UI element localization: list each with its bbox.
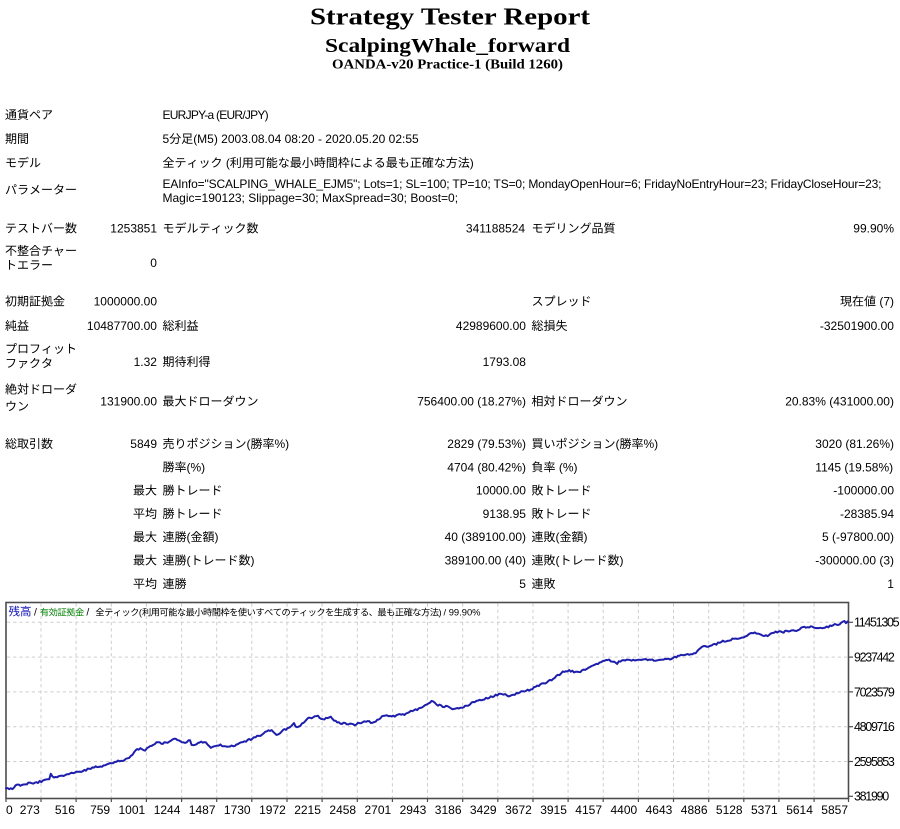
svg-text:3186: 3186 — [435, 803, 462, 817]
svg-text:-32501900.00: -32501900.00 — [820, 319, 894, 333]
svg-text:5 (-97800.00): 5 (-97800.00) — [822, 530, 894, 544]
svg-text:(: ( — [187, 554, 191, 568]
svg-text:): ) — [620, 554, 624, 568]
svg-text:/ 99.90%: / 99.90% — [444, 607, 481, 618]
svg-text:1487: 1487 — [189, 803, 216, 817]
svg-text:0: 0 — [6, 803, 13, 817]
svg-text:(M5) 2003.08.04 08:20 - 2020.0: (M5) 2003.08.04 08:20 - 2020.05.20 02:55 — [193, 132, 419, 146]
svg-text:3915: 3915 — [540, 803, 567, 817]
svg-text:): ) — [470, 156, 474, 170]
svg-text:10487700.00: 10487700.00 — [87, 319, 157, 333]
svg-text:516: 516 — [55, 803, 75, 817]
svg-text:1000000.00: 1000000.00 — [94, 295, 158, 309]
svg-text:(: ( — [187, 530, 191, 544]
svg-text:7023579: 7023579 — [854, 685, 895, 699]
svg-text:42989600.00: 42989600.00 — [456, 319, 526, 333]
svg-text:4643: 4643 — [646, 803, 673, 817]
svg-text:2943: 2943 — [400, 803, 427, 817]
svg-text:40 (389100.00): 40 (389100.00) — [445, 530, 526, 544]
svg-text:4157: 4157 — [575, 803, 602, 817]
svg-text:1: 1 — [887, 577, 894, 591]
svg-text:-28385.94: -28385.94 — [840, 507, 894, 521]
svg-text:20.83% (431000.00): 20.83% (431000.00) — [785, 395, 894, 409]
svg-text:2595853: 2595853 — [854, 755, 895, 769]
svg-text:756400.00 (18.27%): 756400.00 (18.27%) — [417, 395, 526, 409]
svg-text:(: ( — [223, 156, 230, 170]
svg-text:2215: 2215 — [294, 803, 321, 817]
svg-text:(: ( — [556, 554, 560, 568]
svg-text:3020 (81.26%): 3020 (81.26%) — [815, 437, 894, 451]
svg-text:9138.95: 9138.95 — [483, 507, 527, 521]
svg-text:(7): (7) — [876, 295, 894, 309]
svg-text:3672: 3672 — [505, 803, 532, 817]
svg-text:341188524: 341188524 — [466, 222, 526, 236]
svg-text:4400: 4400 — [610, 803, 637, 817]
svg-text:1793.08: 1793.08 — [483, 355, 527, 369]
svg-text:1972: 1972 — [259, 803, 286, 817]
svg-text:2701: 2701 — [364, 803, 391, 817]
svg-text:): ) — [215, 530, 219, 544]
svg-text:5849: 5849 — [130, 437, 157, 451]
svg-text:5: 5 — [163, 132, 170, 146]
svg-text:(%): (%) — [187, 460, 206, 474]
svg-text:ScalpingWhale_forward: ScalpingWhale_forward — [325, 35, 570, 57]
svg-text:273: 273 — [20, 803, 40, 817]
svg-text:1730: 1730 — [224, 803, 251, 817]
svg-text:2458: 2458 — [329, 803, 356, 817]
svg-text:99.90%: 99.90% — [853, 222, 894, 236]
svg-text:4809716: 4809716 — [854, 720, 895, 734]
svg-text:9237442: 9237442 — [854, 651, 895, 665]
svg-text:/: / — [34, 607, 37, 619]
svg-text:1001: 1001 — [118, 803, 145, 817]
svg-text:): ) — [584, 530, 588, 544]
svg-text:10000.00: 10000.00 — [476, 484, 526, 498]
svg-text:5: 5 — [519, 577, 526, 591]
svg-text:4886: 4886 — [681, 803, 708, 817]
svg-text:(: ( — [139, 608, 142, 618]
svg-text:(%): (%) — [556, 460, 578, 474]
svg-text:EAInfo="SCALPING_WHALE_EJM5";: EAInfo="SCALPING_WHALE_EJM5"; Lots=1; SL… — [163, 177, 882, 191]
svg-text:381990: 381990 — [854, 790, 889, 804]
svg-text:Strategy Tester Report: Strategy Tester Report — [310, 4, 591, 31]
svg-text:%): %) — [275, 437, 290, 451]
svg-text:5371: 5371 — [751, 803, 778, 817]
svg-text:Magic=190123; Slippage=30; Max: Magic=190123; Slippage=30; MaxSpread=30;… — [163, 191, 459, 205]
svg-text:1244: 1244 — [154, 803, 181, 817]
svg-text:1.32: 1.32 — [134, 355, 158, 369]
svg-text:-100000.00: -100000.00 — [833, 484, 894, 498]
svg-text:-300000.00 (3): -300000.00 (3) — [815, 554, 894, 568]
svg-text:4704 (80.42%): 4704 (80.42%) — [447, 460, 526, 474]
svg-text:3429: 3429 — [470, 803, 497, 817]
svg-text:2829 (79.53%): 2829 (79.53%) — [447, 437, 526, 451]
svg-text:): ) — [439, 608, 442, 618]
svg-text:1253851: 1253851 — [110, 222, 157, 236]
svg-text:131900.00: 131900.00 — [100, 395, 157, 409]
svg-text:5857: 5857 — [821, 803, 848, 817]
svg-text:5128: 5128 — [716, 803, 743, 817]
svg-text:EURJPY-a (EUR/JPY): EURJPY-a (EUR/JPY) — [163, 108, 269, 122]
svg-text:): ) — [251, 554, 255, 568]
svg-text:(: ( — [556, 530, 560, 544]
svg-text:%): %) — [644, 437, 659, 451]
svg-text:11451305: 11451305 — [854, 616, 900, 630]
svg-text:(: ( — [616, 437, 620, 451]
svg-text:759: 759 — [90, 803, 110, 817]
svg-text:(: ( — [247, 437, 251, 451]
svg-text:5614: 5614 — [786, 803, 813, 817]
svg-text:OANDA-v20 Practice-1 (Build 12: OANDA-v20 Practice-1 (Build 1260) — [332, 57, 563, 72]
svg-text:1145 (19.58%): 1145 (19.58%) — [815, 460, 893, 474]
svg-text:0: 0 — [150, 256, 157, 270]
svg-text:/: / — [86, 607, 89, 619]
svg-text:389100.00 (40): 389100.00 (40) — [445, 554, 526, 568]
